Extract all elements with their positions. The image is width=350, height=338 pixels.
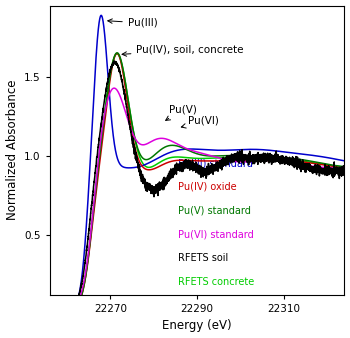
Text: RFETS concrete: RFETS concrete <box>178 277 254 287</box>
Text: RFETS soil: RFETS soil <box>178 253 228 263</box>
Text: Pu(V): Pu(V) <box>166 104 197 120</box>
Text: Pu(VI): Pu(VI) <box>181 116 219 128</box>
X-axis label: Energy (eV): Energy (eV) <box>162 319 232 333</box>
Text: Pu(III): Pu(III) <box>108 18 158 28</box>
Text: Pu(V) standard: Pu(V) standard <box>178 206 251 216</box>
Y-axis label: Normalized Absorbance: Normalized Absorbance <box>6 80 19 220</box>
Text: Pu(III) standard: Pu(III) standard <box>178 158 253 168</box>
Text: Pu(IV), soil, concrete: Pu(IV), soil, concrete <box>122 45 244 56</box>
Text: Pu(IV) oxide: Pu(IV) oxide <box>178 182 237 192</box>
Text: Pu(VI) standard: Pu(VI) standard <box>178 230 254 239</box>
